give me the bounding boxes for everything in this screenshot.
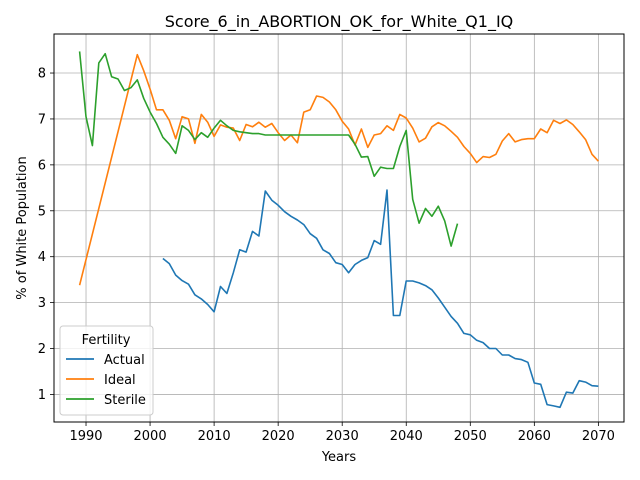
y-tick-label: 2 <box>38 342 46 357</box>
plot-frame <box>53 33 625 423</box>
x-tick-label: 2020 <box>262 429 295 444</box>
legend-label-ideal: Ideal <box>104 373 136 388</box>
x-tick-label: 1990 <box>69 429 102 444</box>
legend-title: Fertility <box>82 333 131 348</box>
y-tick-label: 8 <box>38 67 46 82</box>
series-line-sterile <box>78 51 459 247</box>
x-axis-label: Years <box>321 450 357 465</box>
y-axis-label: % of White Population <box>15 156 30 299</box>
x-tick-label: 2050 <box>454 429 487 444</box>
series-line-ideal <box>78 53 599 286</box>
legend: Fertility Actual Ideal Sterile <box>59 325 154 416</box>
series-lines <box>78 51 599 409</box>
y-tick-label: 1 <box>38 388 46 403</box>
y-tick-label: 5 <box>38 204 46 219</box>
y-tick-label: 7 <box>38 112 46 127</box>
x-tick-label: 2040 <box>390 429 423 444</box>
y-tick-label: 6 <box>38 158 46 173</box>
x-tick-label: 2070 <box>582 429 615 444</box>
x-tick-label: 2060 <box>518 429 551 444</box>
grid <box>54 34 624 422</box>
axis-ticks: 1990 2000 2010 2020 2030 2040 2050 2060 2070 1 2 3 4… <box>38 67 615 444</box>
x-tick-label: 2000 <box>134 429 167 444</box>
series-line-actual <box>162 189 599 409</box>
y-tick-label: 3 <box>38 296 46 311</box>
legend-label-actual: Actual <box>104 353 145 368</box>
legend-entries: Actual Ideal Sterile <box>66 353 146 408</box>
legend-box <box>59 325 154 416</box>
y-tick-label: 4 <box>38 250 46 265</box>
chart-title: Score_6_in_ABORTION_OK_for_White_Q1_IQ <box>165 12 514 32</box>
legend-label-sterile: Sterile <box>104 393 146 408</box>
x-tick-label: 2010 <box>198 429 231 444</box>
x-tick-label: 2030 <box>326 429 359 444</box>
